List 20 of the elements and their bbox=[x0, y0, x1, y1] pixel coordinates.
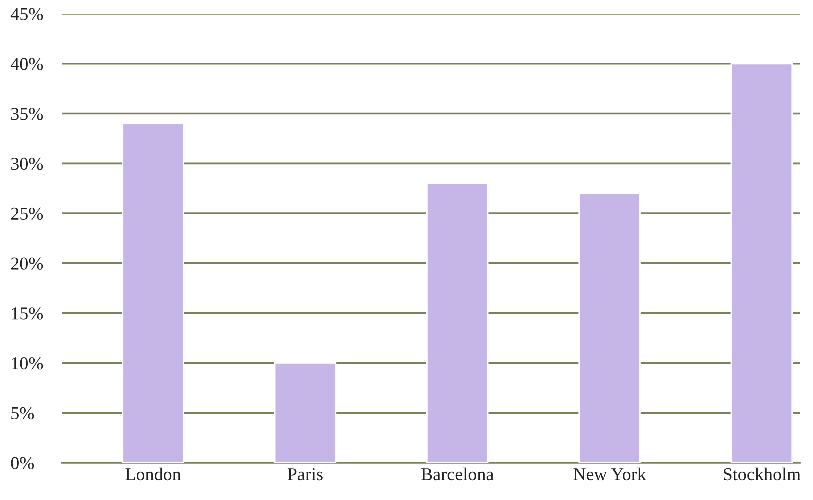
y-tick-label: 35% bbox=[11, 108, 44, 120]
y-tick-label: 45% bbox=[10, 8, 44, 20]
y-tick-label: 0% bbox=[11, 457, 34, 470]
y-tick-label: 15% bbox=[12, 308, 44, 320]
y-tick-label: 20% bbox=[11, 258, 44, 270]
y-tick-label: 5% bbox=[12, 407, 34, 420]
x-tick-label: Paris bbox=[288, 468, 323, 481]
y-tick-label: 25% bbox=[11, 208, 44, 220]
bar bbox=[578, 192, 641, 463]
x-tick-label: Barcelona bbox=[422, 468, 494, 481]
x-tick-label: Stockholm bbox=[724, 468, 801, 481]
bar bbox=[274, 362, 337, 463]
x-tick-label: London bbox=[126, 468, 182, 481]
y-tick-label: 40% bbox=[10, 58, 44, 70]
x-tick-label: New York bbox=[574, 468, 646, 481]
y-tick-label: 30% bbox=[11, 158, 44, 170]
bar bbox=[730, 63, 794, 463]
y-tick-label: 10% bbox=[12, 357, 44, 370]
bar bbox=[426, 182, 489, 463]
bar bbox=[122, 123, 184, 463]
